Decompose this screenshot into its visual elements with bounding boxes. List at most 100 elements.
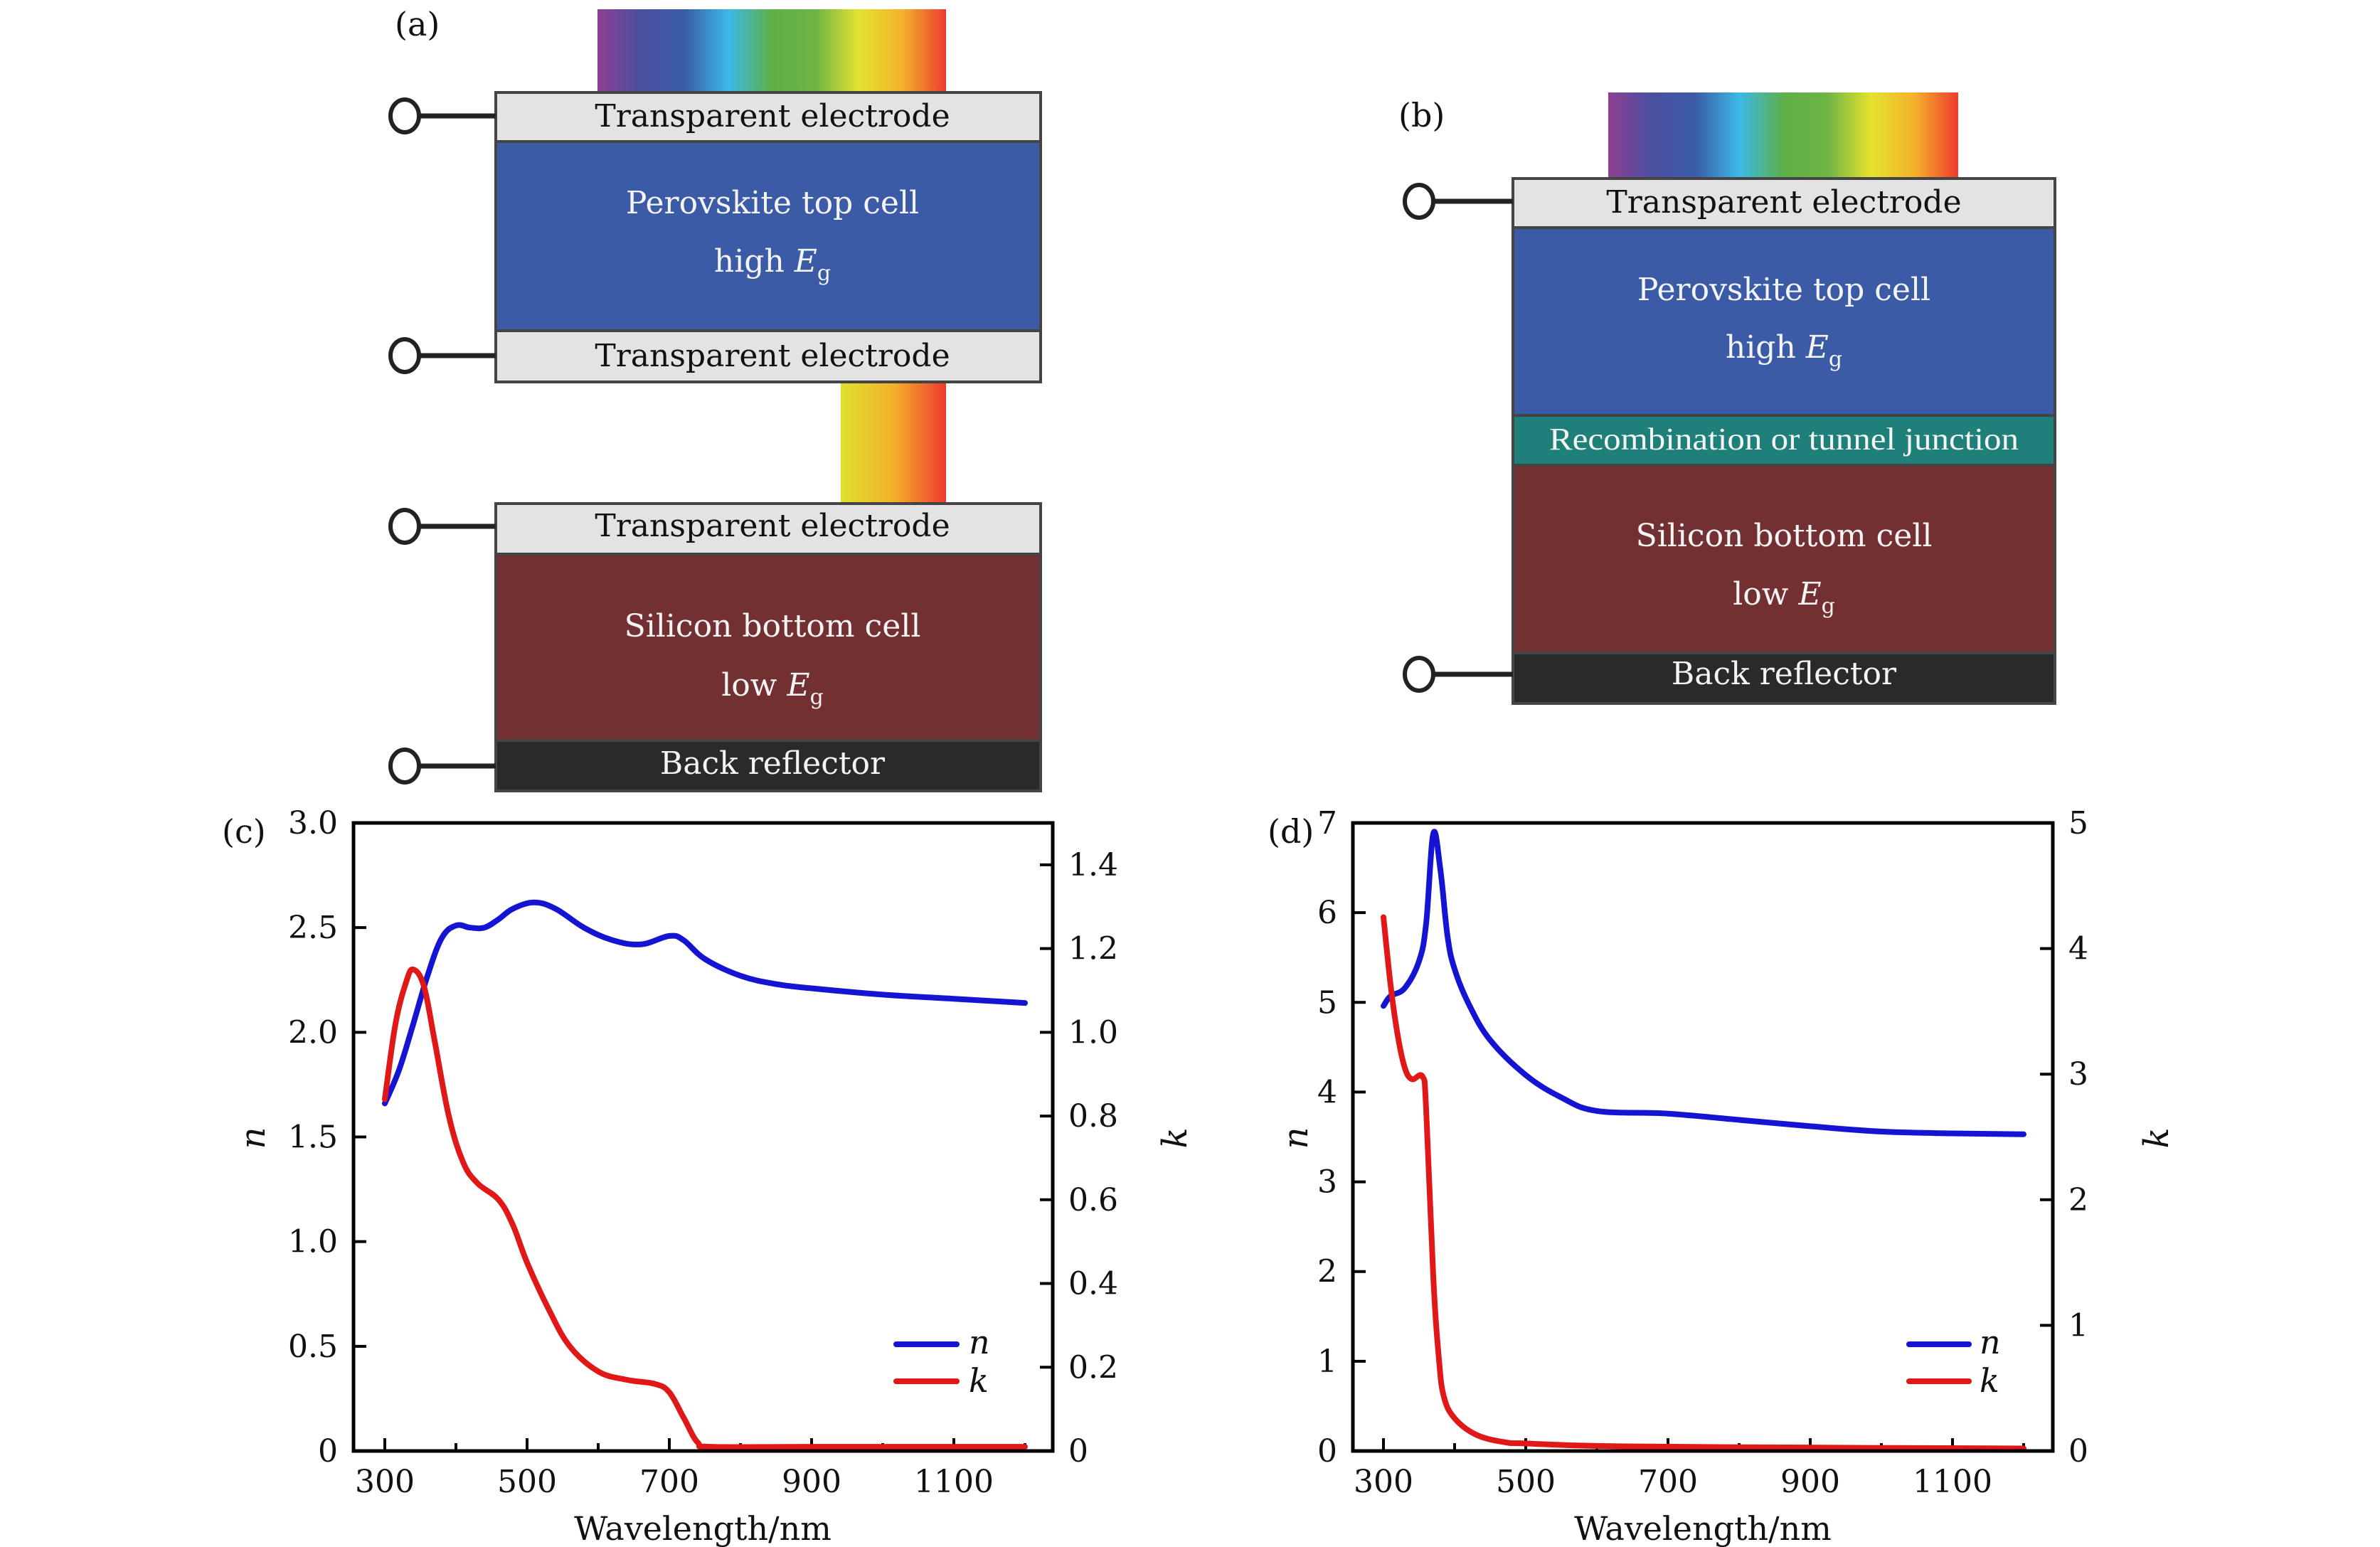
- x-tick-label: 300: [355, 1464, 415, 1500]
- terminal-icon: [388, 508, 421, 545]
- chart-d-xlabel: Wavelength/nm: [1574, 1509, 1832, 1547]
- y-right-tick-label: 0.6: [1068, 1182, 1118, 1218]
- a-reflector-label: Back reflector: [660, 745, 886, 782]
- b-reflector-label: Back reflector: [1672, 656, 1897, 692]
- y-tick-label: 0.5: [288, 1329, 338, 1365]
- y-tick-label: 2.0: [288, 1014, 338, 1051]
- transmitted-spectrum-bar: [841, 382, 946, 504]
- incident-spectrum-bar: [597, 9, 946, 93]
- terminal-icon: [388, 97, 421, 134]
- incident-spectrum-bar: [1608, 92, 1958, 179]
- chart-d-ylabel-right: k: [2137, 1127, 2177, 1148]
- y-right-tick-label: 4: [2068, 931, 2088, 967]
- y-tick-label: 2: [1317, 1254, 1337, 1290]
- panel-b: (b) Transparent electrode Perovskite top…: [1398, 92, 2056, 705]
- a-silicon-bandgap: low Eg: [721, 667, 824, 710]
- y-tick-label: 0: [318, 1433, 338, 1469]
- y-right-tick-label: 1.2: [1068, 931, 1118, 967]
- x-tick-label: 500: [1496, 1464, 1556, 1500]
- chart-c-ylabel: n: [233, 1127, 273, 1149]
- y-right-tick-label: 3: [2068, 1056, 2088, 1093]
- panel-a-label: (a): [395, 5, 440, 43]
- a-top-electrode-label: Transparent electrode: [595, 98, 950, 134]
- y-right-tick-label: 1.0: [1068, 1014, 1118, 1051]
- y-tick-label: 3.0: [288, 805, 338, 841]
- y-right-tick-label: 1: [2068, 1307, 2088, 1344]
- b-junction-label: Recombination or tunnel junction: [1549, 422, 2019, 457]
- y-right-tick-label: 1.4: [1068, 847, 1118, 883]
- y-right-tick-label: 0.4: [1068, 1266, 1118, 1302]
- a-reflector-layer: [494, 739, 1042, 792]
- y-right-tick-label: 5: [2068, 805, 2088, 841]
- y-tick-label: 1: [1317, 1344, 1337, 1380]
- terminal-icon: [388, 748, 421, 785]
- y-tick-label: 4: [1317, 1074, 1337, 1110]
- chart-d-ticks: 300 500 700 900 1100 0 1 2 3 4 5 6 7 0 1 2 3 4 5: [1317, 805, 2088, 1500]
- y-tick-label: 6: [1317, 895, 1337, 931]
- a-terminal-3: [388, 508, 496, 545]
- a-silicon-label: Silicon bottom cell: [625, 608, 921, 644]
- x-tick-label: 1100: [1913, 1464, 1992, 1500]
- b-silicon-layer: [1512, 464, 2056, 654]
- legend-label-n: n: [969, 1323, 990, 1361]
- b-junction-layer: [1512, 414, 2056, 467]
- b-terminal-2: [1403, 656, 1513, 693]
- b-silicon-label: Silicon bottom cell: [1636, 518, 1933, 554]
- y-right-tick-label: 0: [2068, 1433, 2088, 1469]
- panel-d-label: (d): [1268, 812, 1314, 851]
- chart-c-axes-frame: [351, 821, 1055, 1453]
- series-line-n: [382, 899, 1028, 1107]
- chart-d-curves: [1381, 829, 2026, 1452]
- a-terminal-4: [388, 748, 496, 785]
- chart-c-legend: n k: [893, 1323, 990, 1400]
- y-tick-label: 7: [1317, 805, 1337, 841]
- a-terminal-1: [388, 97, 496, 134]
- x-tick-label: 300: [1354, 1464, 1413, 1500]
- panel-a: (a) Transparent electrode Perovskite top…: [388, 5, 1042, 792]
- chart-c-curves: [382, 899, 1028, 1450]
- legend-label-n: n: [1980, 1323, 2001, 1361]
- x-tick-label: 900: [782, 1464, 841, 1500]
- chart-c-ylabel-right: k: [1155, 1127, 1195, 1148]
- b-silicon-bandgap: low Eg: [1733, 576, 1835, 619]
- b-terminal-1: [1403, 183, 1513, 220]
- a-mid-electrode-layer: [494, 329, 1042, 383]
- legend-label-k: k: [1980, 1361, 1999, 1400]
- a-perovskite-label: Perovskite top cell: [626, 185, 919, 221]
- x-tick-label: 500: [497, 1464, 557, 1500]
- chart-d-axes-frame: [1351, 821, 2055, 1453]
- y-right-tick-label: 0.8: [1068, 1098, 1118, 1134]
- x-tick-label: 700: [639, 1464, 699, 1500]
- y-tick-label: 1.0: [288, 1224, 338, 1260]
- y-tick-label: 5: [1317, 984, 1337, 1021]
- y-right-tick-label: 0: [1068, 1433, 1088, 1469]
- b-reflector-layer: [1512, 652, 2056, 705]
- series-line-n: [1381, 829, 2026, 1137]
- series-line-k: [382, 966, 1028, 1450]
- terminal-icon: [1403, 656, 1435, 693]
- terminal-icon: [388, 337, 421, 374]
- series-line-k: [1381, 914, 2026, 1452]
- y-tick-label: 2.5: [288, 910, 338, 946]
- y-tick-label: 0: [1317, 1433, 1337, 1469]
- x-tick-label: 700: [1638, 1464, 1698, 1500]
- x-tick-label: 1100: [914, 1464, 994, 1500]
- a-bottom-electrode-layer: [494, 502, 1042, 555]
- chart-d-legend: n k: [1906, 1323, 2001, 1400]
- b-perovskite-layer: [1512, 226, 2056, 417]
- y-right-tick-label: 2: [2068, 1182, 2088, 1218]
- a-bottom-electrode-label: Transparent electrode: [595, 508, 950, 544]
- y-tick-label: 3: [1317, 1164, 1337, 1201]
- chart-c-xlabel: Wavelength/nm: [574, 1509, 832, 1547]
- a-perovskite-layer: [494, 140, 1042, 332]
- chart-c: (c) 300 500 700 900 1100 0 0.5 1.0 1.5 2.0 2.5 3.0 0…: [222, 805, 1195, 1547]
- panel-c-label: (c): [222, 812, 266, 851]
- b-perovskite-bandgap: high Eg: [1726, 329, 1842, 372]
- terminal-icon: [1403, 183, 1435, 220]
- b-top-electrode-label: Transparent electrode: [1606, 184, 1961, 220]
- legend-label-k: k: [969, 1361, 989, 1400]
- x-tick-label: 900: [1780, 1464, 1840, 1500]
- chart-d: (d) 300 500 700 900 1100 0 1 2 3 4 5 6 7 0 1 2 3 4 5 Wavel…: [1268, 805, 2177, 1547]
- a-silicon-layer: [494, 553, 1042, 742]
